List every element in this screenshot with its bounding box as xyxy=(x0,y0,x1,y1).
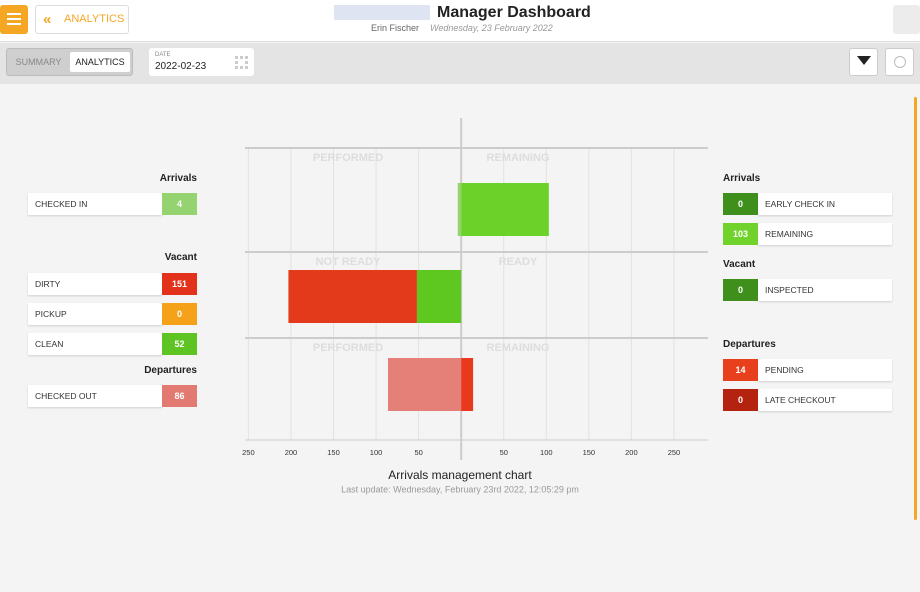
x-tick-label: 50 xyxy=(500,448,508,457)
item-value: 4 xyxy=(162,193,197,215)
x-tick-label: 100 xyxy=(370,448,383,457)
item-label: DIRTY xyxy=(28,273,162,295)
filter-icon xyxy=(857,56,871,65)
item-value: 86 xyxy=(162,385,197,407)
row-label: PERFORMED xyxy=(313,152,383,164)
calendar-icon xyxy=(235,56,248,69)
group-title: Departures xyxy=(723,339,776,350)
bar xyxy=(457,183,462,236)
bar xyxy=(288,270,417,323)
activity-button[interactable] xyxy=(893,5,920,34)
bar xyxy=(461,358,474,411)
item-value: 103 xyxy=(723,223,758,245)
item-value: 14 xyxy=(723,359,758,381)
row-label: PERFORMED xyxy=(313,342,383,354)
row-label: REMAINING xyxy=(487,152,550,164)
group-title: Departures xyxy=(144,365,197,376)
item-value: 0 xyxy=(723,389,758,411)
x-tick-label: 50 xyxy=(414,448,422,457)
x-tick-label: 200 xyxy=(285,448,298,457)
item-value: 0 xyxy=(723,279,758,301)
row-label: READY xyxy=(499,256,538,268)
date-value: 2022-02-23 xyxy=(155,61,207,72)
item-label: CLEAN xyxy=(28,333,162,355)
x-tick-label: 150 xyxy=(327,448,340,457)
bar xyxy=(416,270,462,323)
item-value: 0 xyxy=(723,193,758,215)
tab[interactable]: SUMMARY xyxy=(15,57,62,67)
item-value: 151 xyxy=(162,273,197,295)
item-label: REMAINING xyxy=(758,223,892,245)
filter-button[interactable] xyxy=(849,48,878,76)
date-picker[interactable]: DATE 2022-02-23 xyxy=(149,48,254,76)
x-tick-label: 250 xyxy=(242,448,255,457)
header-date: Wednesday, 23 February 2022 xyxy=(430,23,553,33)
menu-button[interactable] xyxy=(0,5,28,34)
item-label: LATE CHECKOUT xyxy=(758,389,892,411)
user-name: Erin Fischer xyxy=(371,23,420,33)
item-label: CHECKED IN xyxy=(28,193,162,215)
scrollbar xyxy=(914,97,917,520)
bar xyxy=(461,183,549,236)
page-title: Manager Dashboard xyxy=(437,4,591,21)
x-tick-label: 100 xyxy=(540,448,553,457)
group-title: Arrivals xyxy=(723,173,761,184)
tab-active[interactable]: ANALYTICS xyxy=(70,52,130,72)
blurred-name xyxy=(334,5,430,20)
group-title: Vacant xyxy=(723,259,756,270)
row-label: NOT READY xyxy=(316,256,381,268)
x-tick-label: 250 xyxy=(668,448,681,457)
date-label: DATE xyxy=(155,52,171,58)
item-label: CHECKED OUT xyxy=(28,385,162,407)
refresh-button[interactable] xyxy=(885,48,914,76)
tab-group: SUMMARY ANALYTICS xyxy=(6,48,133,76)
x-tick-label: 150 xyxy=(583,448,596,457)
item-value: 0 xyxy=(162,303,197,325)
back-button[interactable]: « ANALYTICS xyxy=(35,5,129,34)
x-tick-label: 200 xyxy=(625,448,638,457)
header xyxy=(0,0,920,42)
chart-subtitle: Last update: Wednesday, February 23rd 20… xyxy=(341,484,579,494)
chart-title: Arrivals management chart xyxy=(388,468,532,482)
refresh-icon xyxy=(894,56,906,68)
item-label: PENDING xyxy=(758,359,892,381)
item-label: PICKUP xyxy=(28,303,162,325)
item-label: INSPECTED xyxy=(758,279,892,301)
item-value: 52 xyxy=(162,333,197,355)
item-label: EARLY CHECK IN xyxy=(758,193,892,215)
group-title: Arrivals xyxy=(159,173,197,184)
group-title: Vacant xyxy=(164,252,197,263)
bar xyxy=(387,358,462,411)
back-label: ANALYTICS xyxy=(64,13,125,25)
back-icon: « xyxy=(43,11,52,28)
row-label: REMAINING xyxy=(487,342,550,354)
